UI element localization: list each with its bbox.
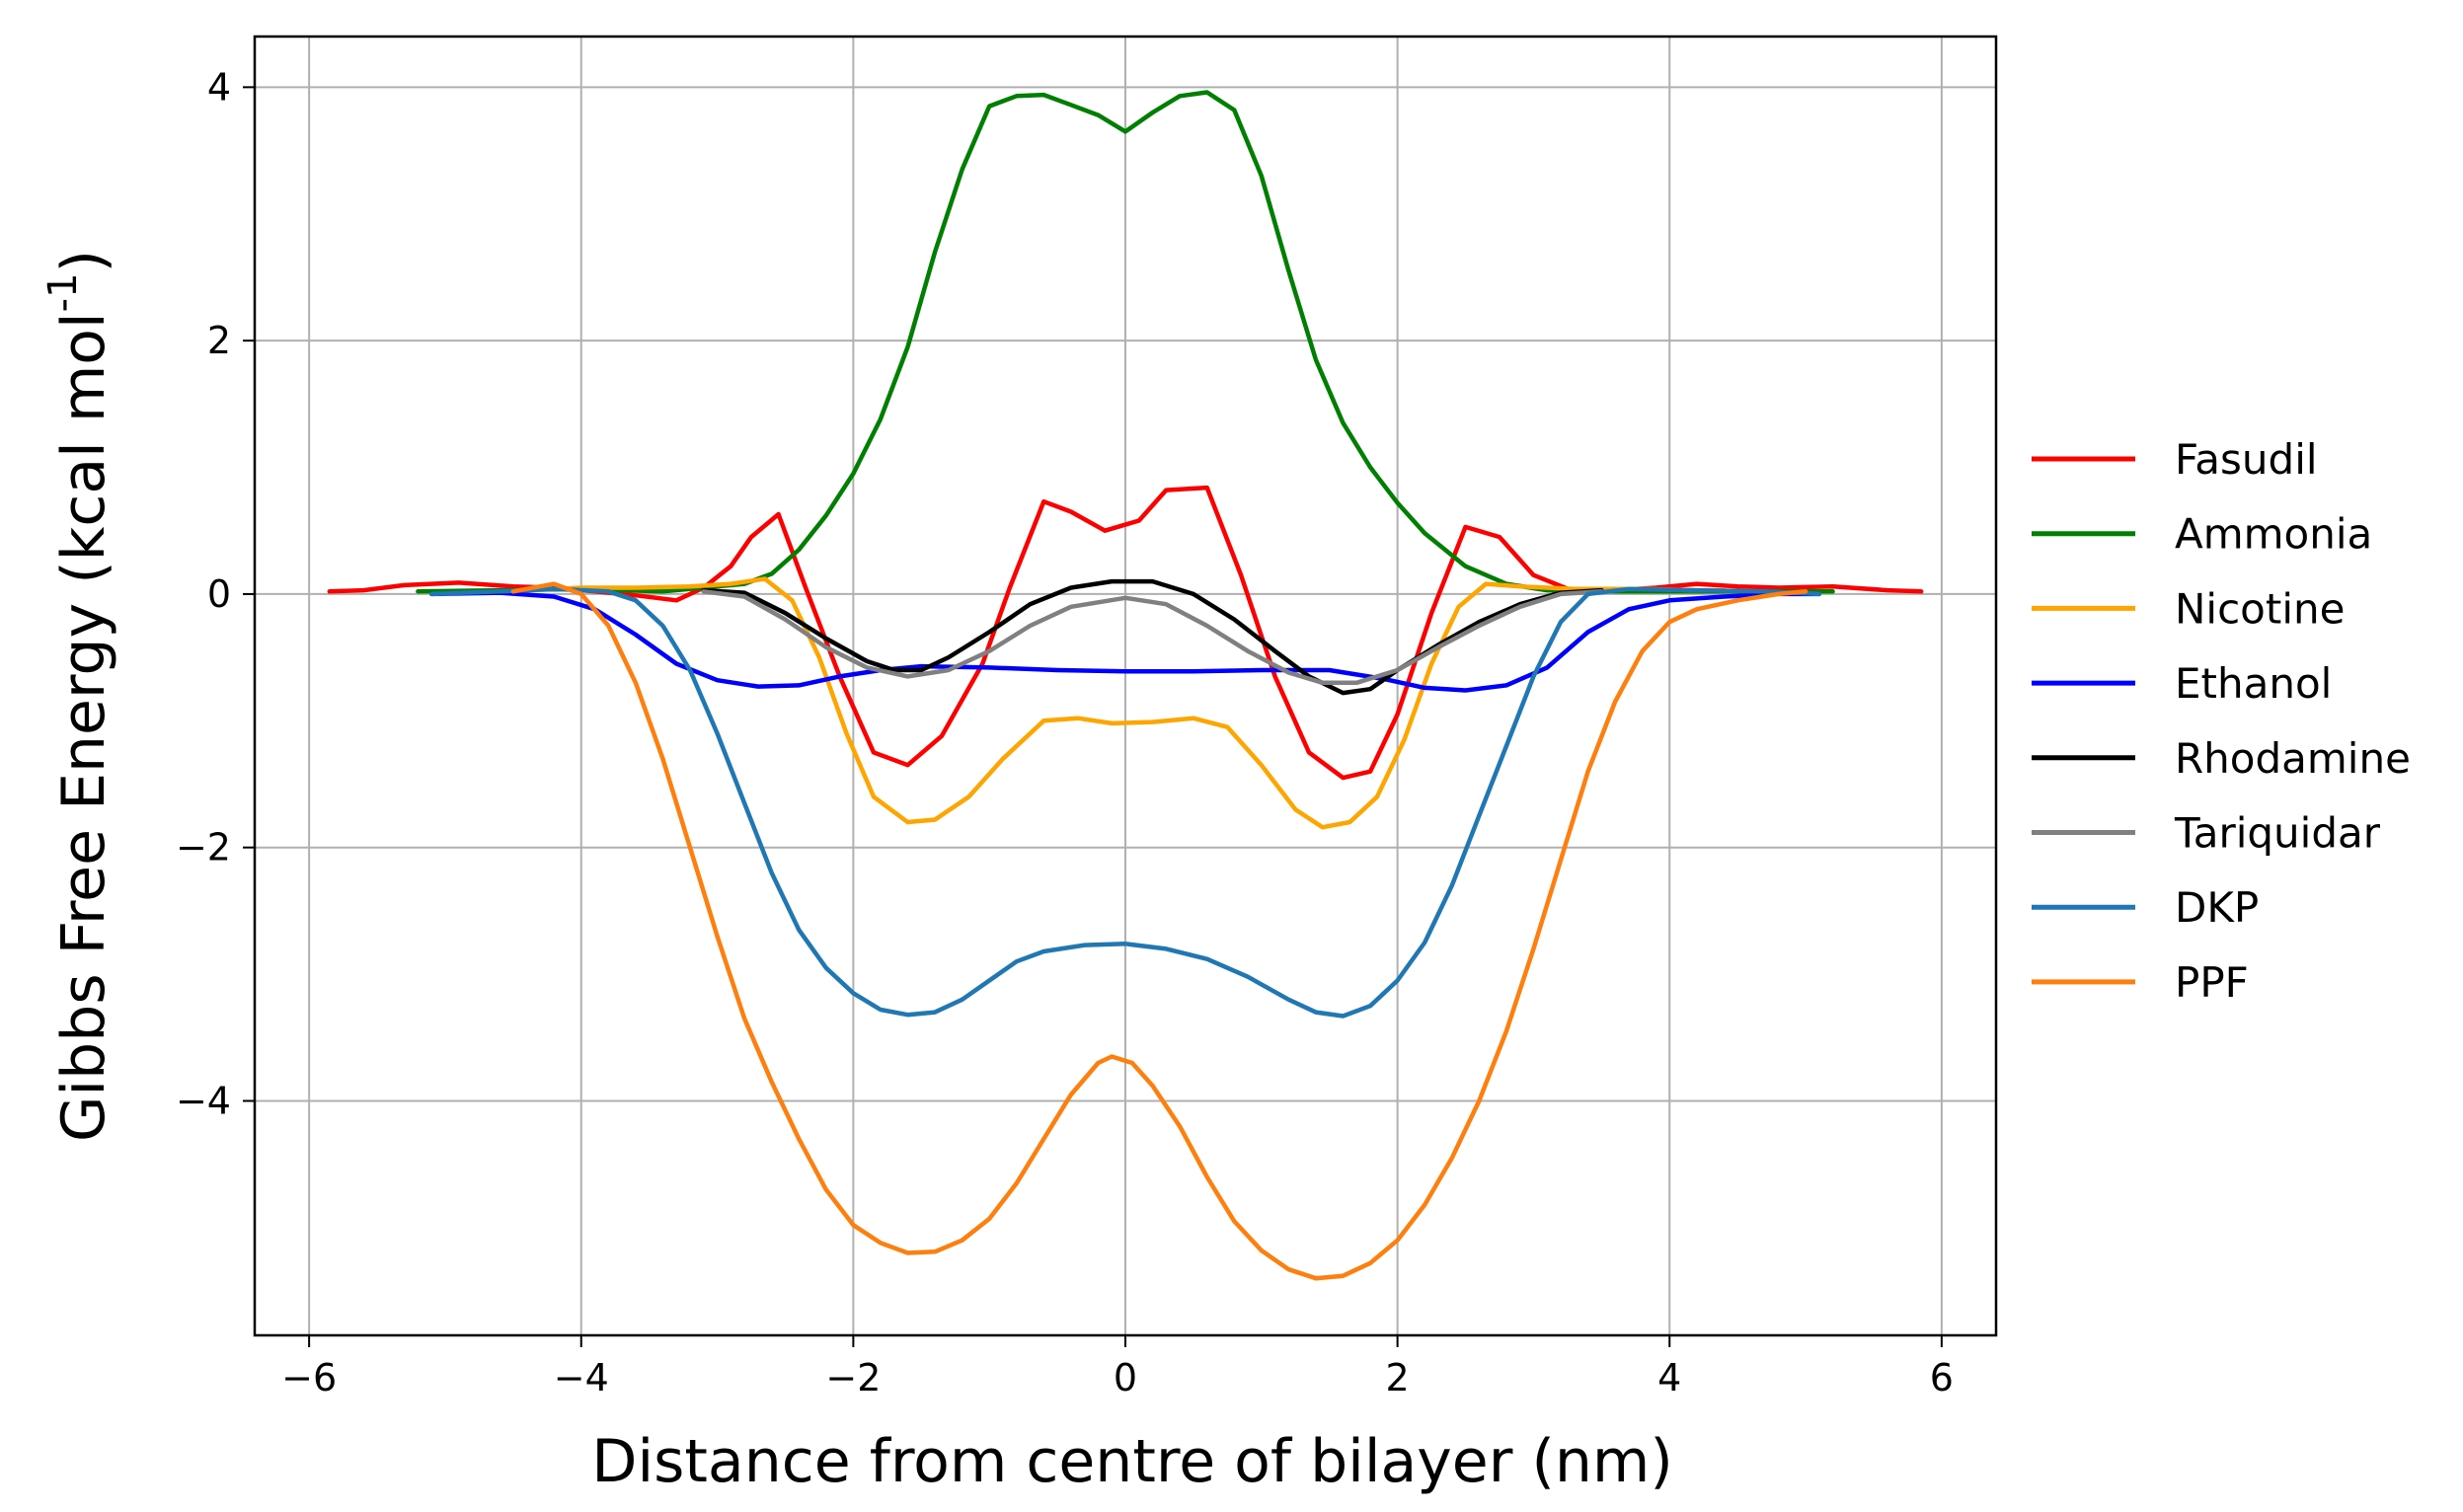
legend-label-fasudil: Fasudil (2175, 435, 2318, 484)
x-axis-label: Distance from centre of bilayer (nm) (591, 1427, 1672, 1496)
legend-label-nicotine: Nicotine (2175, 584, 2345, 633)
y-tick-label: 0 (207, 572, 231, 616)
x-tick-label: −6 (281, 1356, 337, 1399)
x-tick-label: 2 (1386, 1356, 1410, 1399)
x-tick-label: 6 (1930, 1356, 1954, 1399)
y-axis-label-close: ) (49, 250, 118, 272)
legend-label-rhodamine: Rhodamine (2175, 734, 2411, 783)
legend-label-ppf: PPF (2175, 958, 2249, 1007)
x-tick-label: −2 (825, 1356, 881, 1399)
y-axis-label-exponent: -1 (40, 272, 86, 312)
grid-lines (255, 37, 1996, 1335)
legend-label-dkp: DKP (2175, 883, 2259, 932)
y-tick-label: −2 (176, 826, 231, 869)
y-axis-label: Gibbs Free Energy (kcal mol-1) (40, 250, 118, 1142)
series-line-ammonia (416, 90, 1835, 594)
x-tick-label: 4 (1657, 1356, 1681, 1399)
series-line-ppf (510, 581, 1809, 1281)
x-tick-label: 0 (1114, 1356, 1137, 1399)
y-tick-label: 2 (207, 319, 231, 362)
series-lines (327, 90, 1924, 1281)
legend-label-ammonia: Ammonia (2175, 510, 2372, 559)
y-tick-label: 4 (207, 65, 231, 109)
series-line-dkp (428, 586, 1822, 1019)
legend: Fasudil Ammonia Nicotine Ethanol Rhodamine Ta… (2032, 435, 2411, 1007)
series-line-ethanol (428, 590, 1822, 693)
legend-label-tariquidar: Tariquidar (2174, 809, 2381, 858)
y-axis-label-main: Gibbs Free Energy (kcal mol (49, 312, 118, 1142)
series-line-tariquidar (701, 589, 1604, 686)
y-tick-label: −4 (176, 1079, 231, 1122)
x-tick-label: −4 (554, 1356, 609, 1399)
series-line-nicotine (524, 576, 1727, 830)
axis-ticks: −6 −4 −2 0 2 4 6 4 2 0 −2 −4 (176, 65, 1954, 1399)
legend-label-ethanol: Ethanol (2175, 659, 2332, 708)
